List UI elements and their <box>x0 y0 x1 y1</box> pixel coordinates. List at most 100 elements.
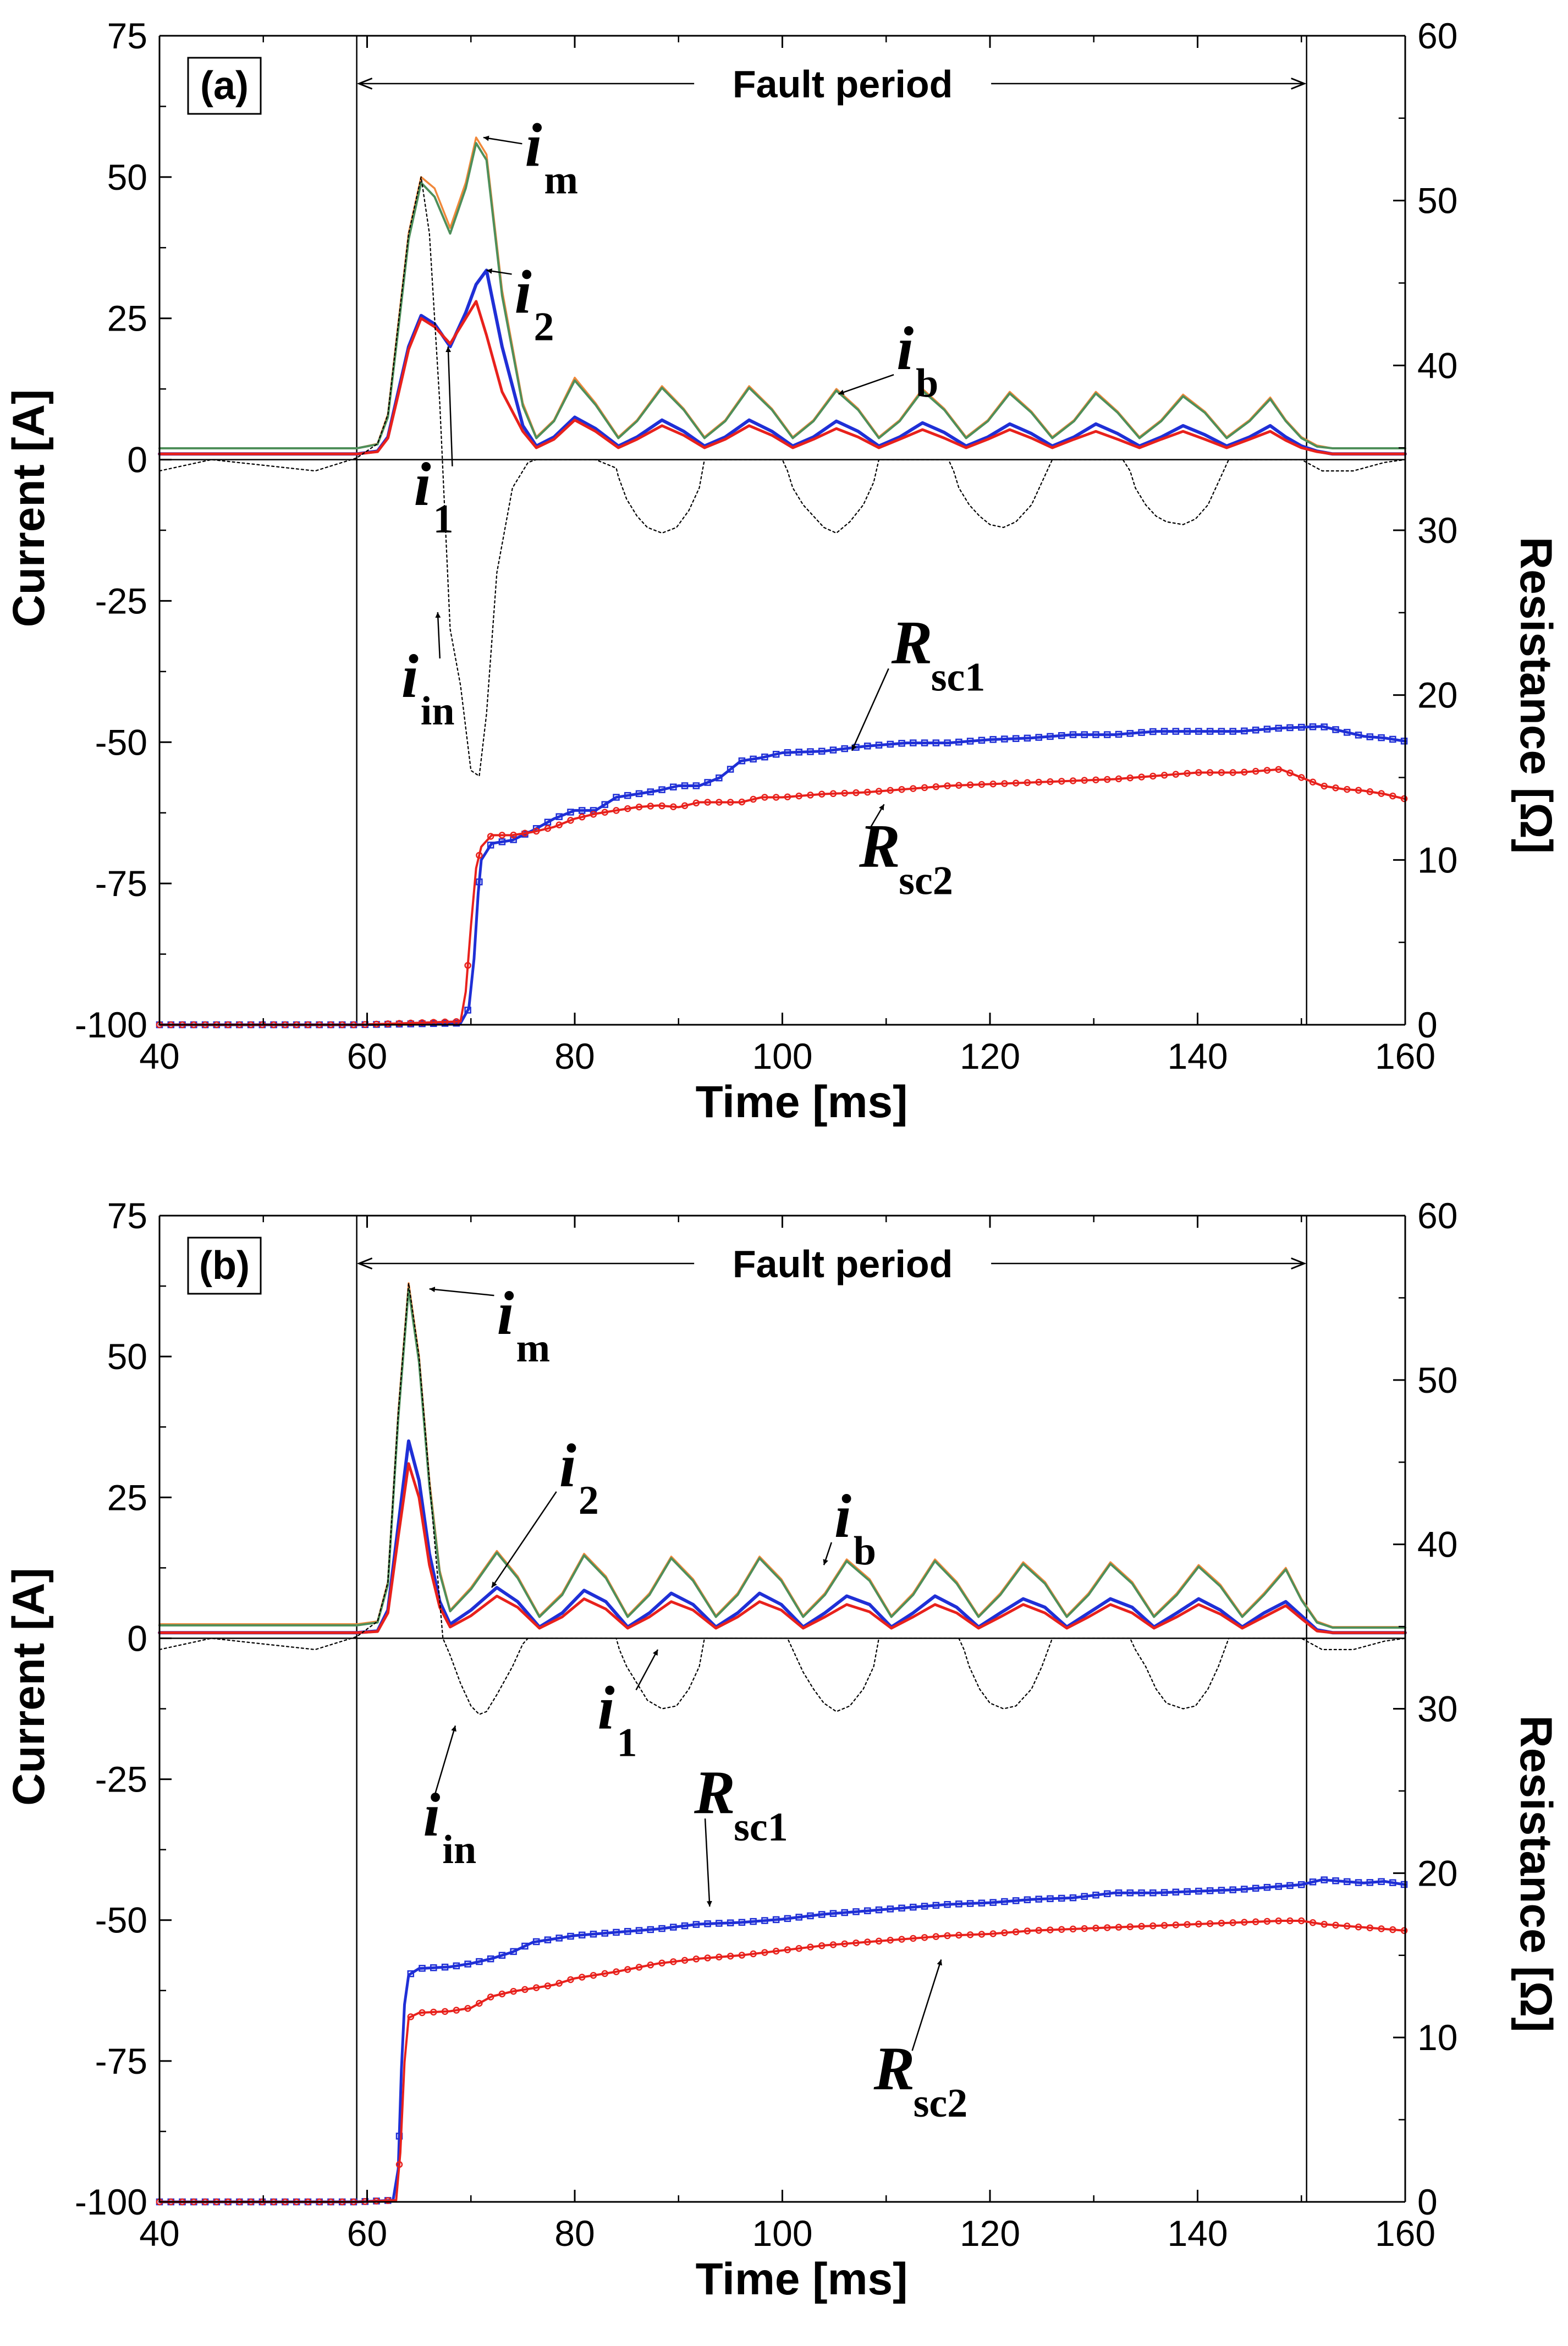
data-point <box>1069 1894 1077 1902</box>
data-point <box>1058 732 1065 739</box>
data-point <box>487 842 494 849</box>
y-tick-label-right: 50 <box>1417 180 1457 221</box>
series-line-i-1 <box>158 1462 1407 1634</box>
data-point <box>1149 1889 1157 1897</box>
label-arrow <box>870 804 885 828</box>
data-point <box>772 750 780 758</box>
data-point <box>898 1904 905 1912</box>
data-point <box>1286 1882 1294 1889</box>
data-point <box>1206 769 1214 776</box>
data-point <box>601 809 608 816</box>
data-point <box>1001 1929 1008 1937</box>
data-point <box>1400 1881 1408 1888</box>
label-arrow <box>486 268 512 275</box>
data-point <box>1366 1879 1374 1886</box>
data-point <box>1218 1920 1225 1927</box>
data-point <box>795 1914 802 1921</box>
x-tick-label: 60 <box>347 1036 387 1076</box>
label-sub: 2 <box>579 1478 599 1523</box>
data-point <box>1184 1888 1191 1896</box>
x-tick-label: 160 <box>1375 1036 1435 1076</box>
data-point <box>1286 1917 1294 1925</box>
label-sub: 1 <box>433 497 453 542</box>
data-point <box>772 1916 780 1924</box>
label-main: R <box>873 2035 915 2103</box>
data-point <box>750 1950 757 1958</box>
label-arrow <box>911 1959 943 2051</box>
data-point <box>1149 772 1157 780</box>
data-point <box>1389 792 1396 800</box>
label-sub: 2 <box>534 304 554 349</box>
data-point <box>716 1953 723 1961</box>
data-point <box>601 1970 608 1977</box>
data-point <box>910 1935 917 1942</box>
data-point <box>384 2197 392 2204</box>
x-tick-label: 60 <box>347 2213 387 2254</box>
series-line-i-1 <box>158 300 1407 455</box>
data-point <box>761 1949 768 1956</box>
data-point <box>1389 735 1396 743</box>
series-line-i-in <box>158 176 1406 777</box>
data-point <box>1298 774 1305 781</box>
data-point <box>978 1899 986 1907</box>
data-point <box>567 809 574 816</box>
data-point <box>1012 1928 1020 1936</box>
data-point <box>955 738 962 746</box>
data-point <box>1160 728 1168 735</box>
data-point <box>441 1963 449 1971</box>
data-point <box>590 1930 597 1938</box>
data-point <box>1378 1878 1385 1885</box>
data-point <box>921 739 928 746</box>
data-point <box>1275 1883 1282 1890</box>
data-point <box>647 1926 654 1933</box>
data-point <box>1332 726 1339 733</box>
label-main: R <box>694 1759 735 1827</box>
data-point <box>510 831 517 839</box>
data-point <box>510 836 517 843</box>
data-point <box>498 1952 506 1959</box>
data-point <box>1252 1918 1259 1926</box>
data-point <box>1263 726 1271 733</box>
data-point <box>1126 774 1134 782</box>
data-point <box>1184 1921 1191 1928</box>
label-main: i <box>515 258 532 326</box>
data-point <box>716 799 723 806</box>
data-point <box>955 1931 962 1939</box>
label-arrow <box>429 1287 494 1296</box>
label-main: R <box>859 812 900 880</box>
data-point <box>761 794 768 801</box>
data-point <box>681 1957 689 1964</box>
y-tick-label-left: -100 <box>75 2182 147 2222</box>
label-sub: 1 <box>617 1720 637 1765</box>
data-point <box>932 783 940 790</box>
data-point <box>1184 728 1191 735</box>
y-tick-label-right: 40 <box>1417 345 1457 386</box>
data-point <box>1047 1895 1054 1903</box>
data-point <box>784 1915 791 1922</box>
data-point <box>978 737 986 744</box>
data-point <box>932 739 940 746</box>
data-point <box>647 1962 654 1969</box>
data-point <box>1081 1893 1088 1900</box>
data-point <box>750 755 757 763</box>
data-point <box>1138 1922 1145 1930</box>
data-point <box>989 1899 997 1906</box>
data-point <box>613 1929 620 1936</box>
data-point <box>635 1927 643 1934</box>
data-point <box>704 1954 711 1962</box>
data-point <box>898 785 905 793</box>
y-tick-label-right: 30 <box>1417 1689 1457 1729</box>
x-tick-label: 80 <box>554 2213 595 2254</box>
data-point <box>1081 731 1088 738</box>
data-point <box>476 1999 483 2007</box>
data-point <box>738 1919 746 1926</box>
data-point <box>590 811 597 818</box>
data-point <box>887 1937 894 1944</box>
series-line-i-in <box>158 1282 1406 1715</box>
label-sub: sc1 <box>734 1805 788 1850</box>
y-tick-label-right: 0 <box>1417 2182 1438 2222</box>
data-point <box>910 1903 917 1911</box>
data-point <box>727 1919 734 1926</box>
data-point <box>578 814 586 821</box>
